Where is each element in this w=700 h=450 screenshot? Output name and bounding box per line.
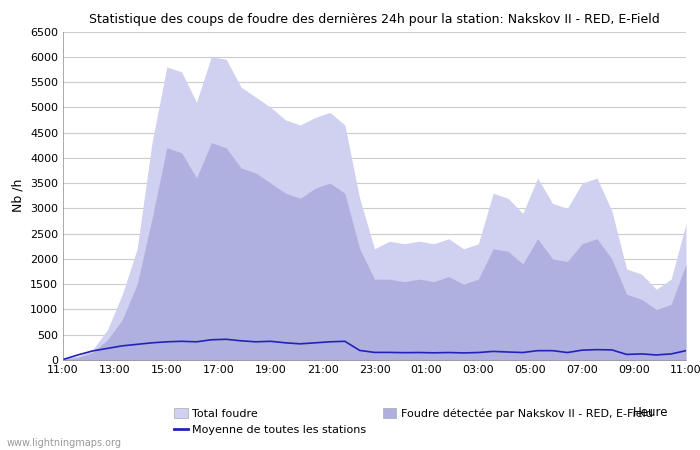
Title: Statistique des coups de foudre des dernières 24h pour la station: Nakskov II - : Statistique des coups de foudre des dern… [89,13,660,26]
Y-axis label: Nb /h: Nb /h [11,179,25,212]
Text: Heure: Heure [633,406,668,419]
Legend: Total foudre, Moyenne de toutes les stations, Foudre détectée par Nakskov II - R: Total foudre, Moyenne de toutes les stat… [174,408,652,435]
Text: www.lightningmaps.org: www.lightningmaps.org [7,438,122,448]
